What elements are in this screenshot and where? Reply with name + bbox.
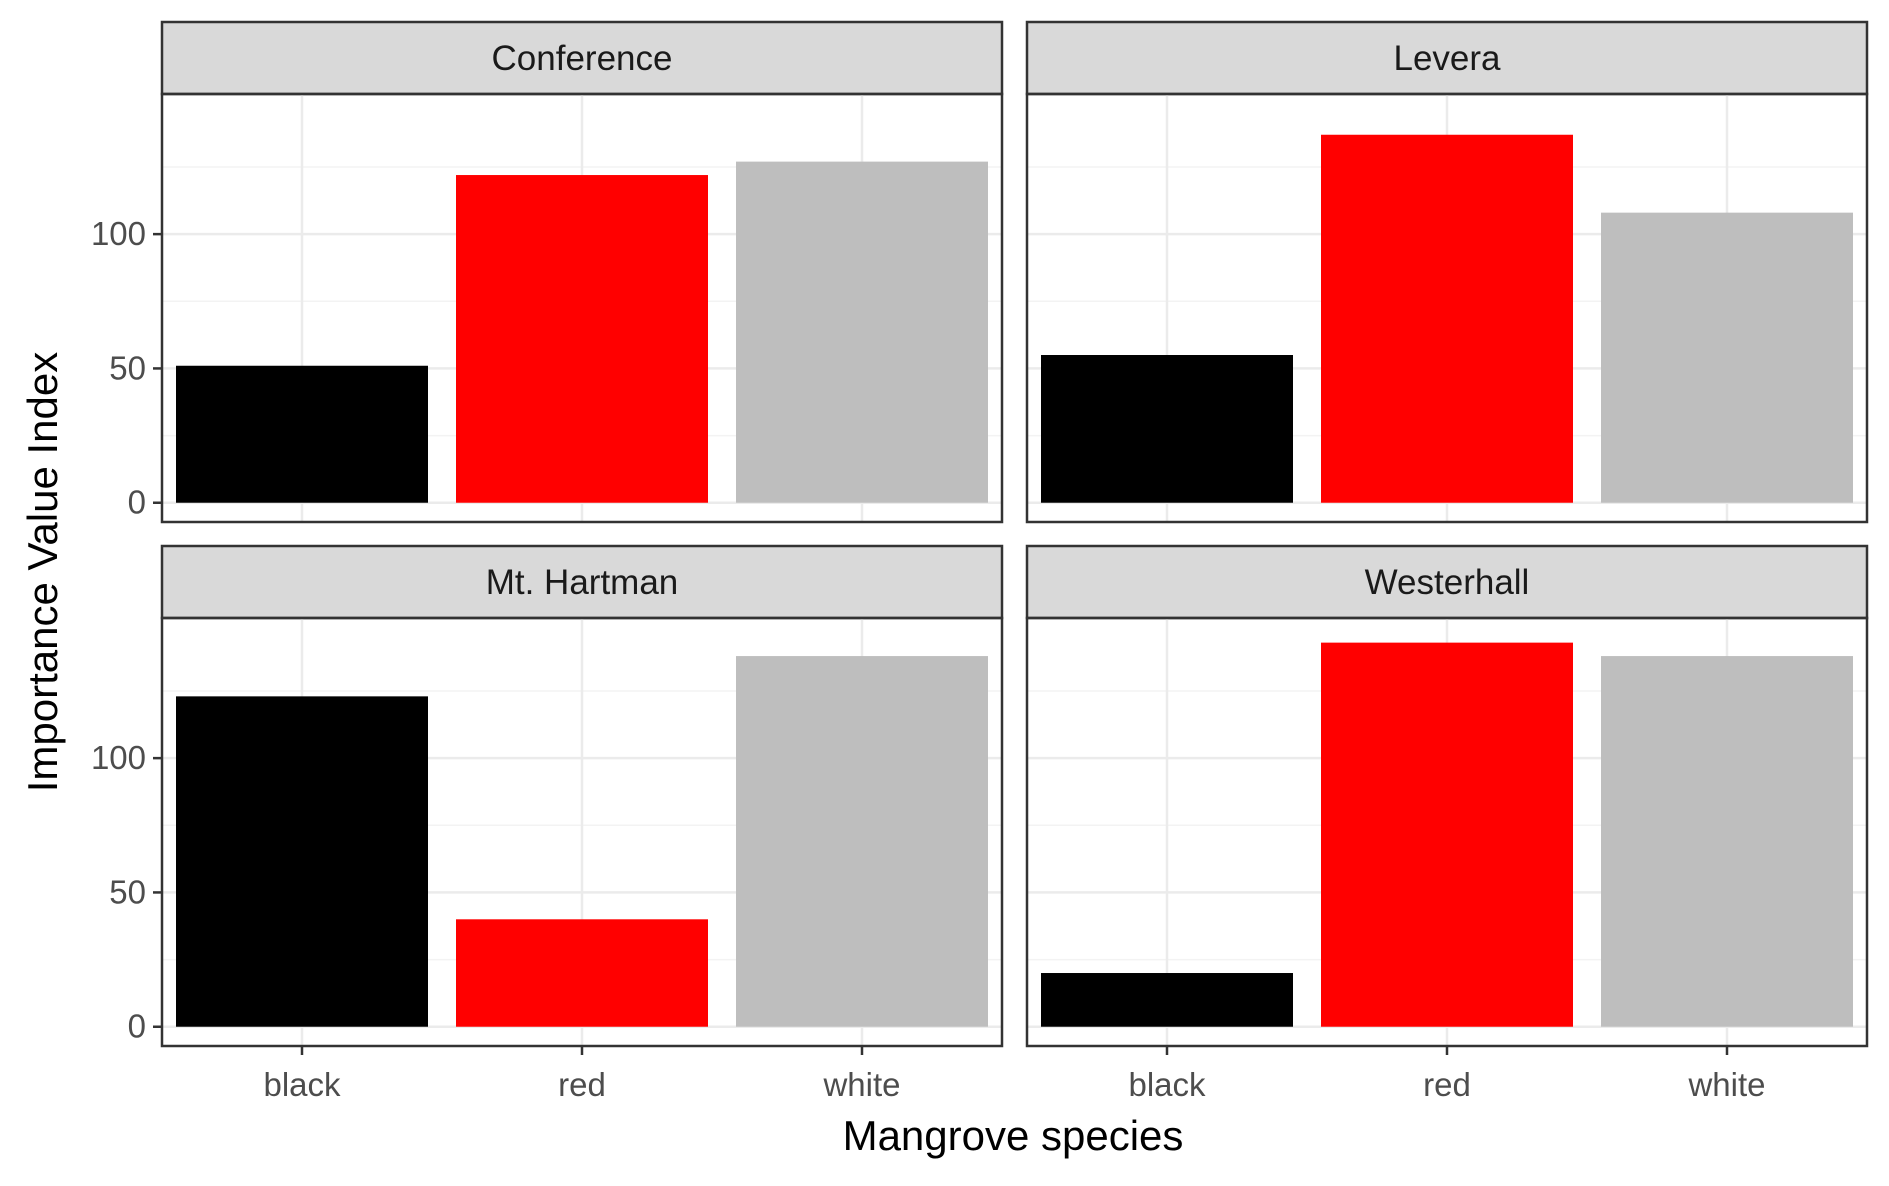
x-axis-title: Mangrove species [843,1112,1184,1159]
panel-border [1025,92,1869,524]
bar-white [736,656,988,1027]
bar-red [1321,134,1573,503]
bar-red [1321,642,1573,1027]
facet-strip [1025,544,1869,620]
bar-white [736,161,988,503]
bar-black [176,696,428,1027]
bar-white [1601,212,1853,503]
x-tick-label: white [1687,1066,1765,1103]
y-axis-title: Importance Value Index [19,352,66,793]
panel-border [160,92,1004,524]
facet-panel: Levera [1025,20,1869,524]
facet-title: Mt. Hartman [486,563,679,602]
facet-title: Levera [1393,39,1501,78]
y-tick-label: 100 [91,739,146,776]
x-tick-label: black [1128,1066,1206,1103]
facet-panel: Mt. Hartman 0 50 100 black red white [91,544,1004,1103]
facet-strip [160,20,1004,96]
bar-red [456,919,708,1027]
y-tick-label: 0 [128,484,146,521]
x-tick-label: red [1423,1066,1471,1103]
facet-panel: Conference 0 50 100 [91,20,1004,524]
bar-red [456,175,708,503]
y-tick-label: 50 [109,873,146,910]
bar-black [1041,355,1293,503]
bar-black [1041,973,1293,1027]
bar-white [1601,656,1853,1027]
facet-panel: Westerhall black red white [1025,544,1869,1103]
bar-black [176,365,428,503]
y-tick-label: 50 [109,349,146,386]
panels-layer: Conference 0 50 100 Levera Mt. Hartman 0 50 100 b… [91,20,1869,1103]
facet-title: Westerhall [1365,563,1530,602]
y-tick-label: 0 [128,1008,146,1045]
x-tick-label: white [822,1066,900,1103]
y-tick-label: 100 [91,215,146,252]
x-tick-label: black [263,1066,341,1103]
x-tick-label: red [558,1066,606,1103]
facet-title: Conference [492,39,673,78]
